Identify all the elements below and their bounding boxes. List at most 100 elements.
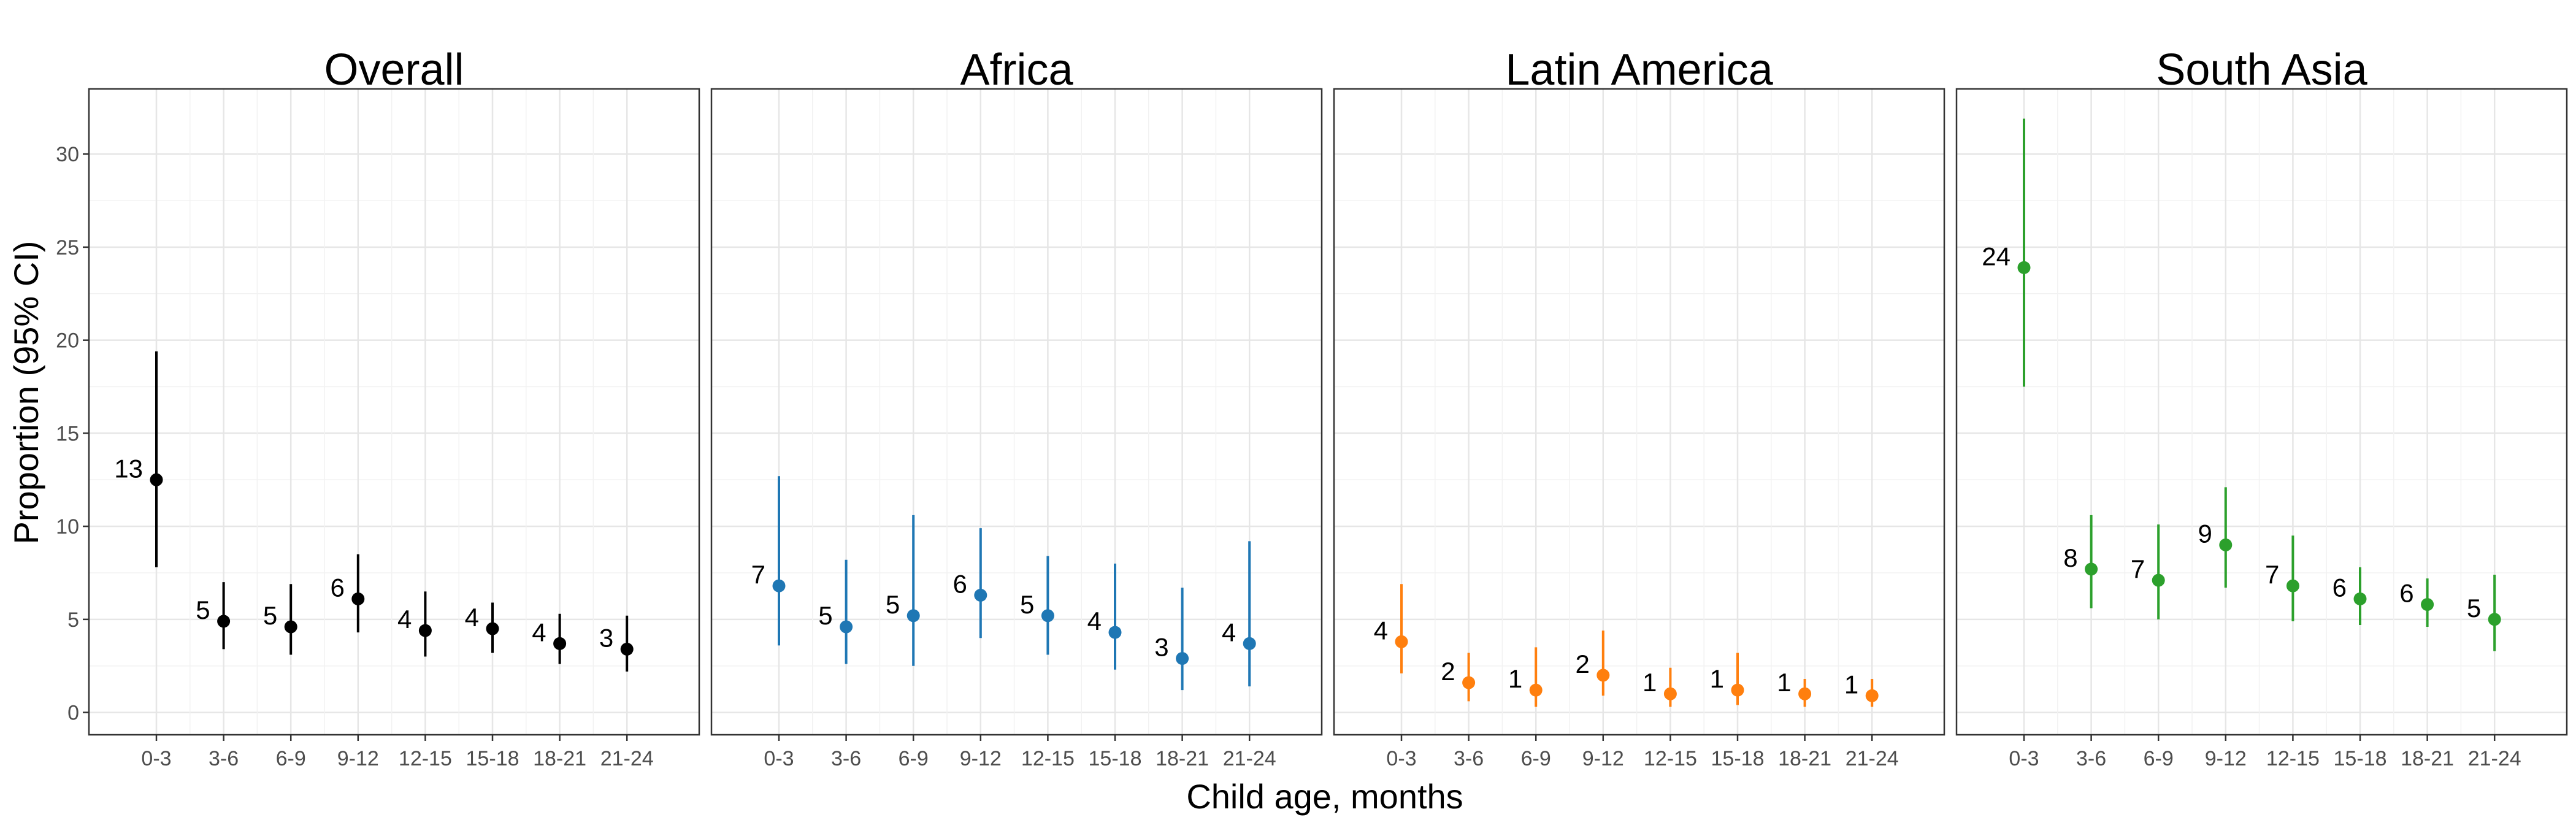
data-label: 7 xyxy=(2265,560,2279,589)
x-tick-label: 18-21 xyxy=(1156,747,1209,770)
data-point xyxy=(2219,538,2233,551)
data-label: 1 xyxy=(1710,664,1724,693)
data-label: 5 xyxy=(196,596,210,624)
data-label: 7 xyxy=(751,560,765,589)
data-label: 8 xyxy=(2063,543,2077,572)
panel-border xyxy=(1955,88,2568,736)
data-label: 6 xyxy=(2399,579,2413,608)
panel-title: South Asia xyxy=(2156,45,2367,94)
data-point xyxy=(2488,613,2501,626)
data-label: 1 xyxy=(1777,668,1791,697)
data-label: 4 xyxy=(1374,616,1388,645)
data-point xyxy=(1176,652,1189,665)
data-label: 5 xyxy=(1020,590,1034,619)
x-tick-label: 21-24 xyxy=(2468,747,2521,770)
x-tick-label: 6-9 xyxy=(2144,747,2174,770)
panel-border xyxy=(88,88,700,736)
x-tick-label: 21-24 xyxy=(1223,747,1276,770)
data-point xyxy=(1041,609,1054,623)
data-point xyxy=(1798,687,1812,700)
data-point xyxy=(2286,579,2299,592)
data-label: 6 xyxy=(953,569,967,598)
data-label: 5 xyxy=(2467,594,2481,623)
panel-border xyxy=(710,88,1323,736)
x-tick-label: 0-3 xyxy=(1386,747,1416,770)
data-point xyxy=(284,620,297,634)
data-point xyxy=(2085,562,2098,576)
y-tick-label: 15 xyxy=(56,422,79,445)
x-axis-title: Child age, months xyxy=(1186,777,1463,816)
data-point xyxy=(840,620,853,634)
panel-africa: 7 5 5 6 5 4 3 4 Africa 0-3 3-6 6-9 9-12 12-15 15-18 18-… xyxy=(710,45,1323,770)
y-tick-label: 10 xyxy=(56,515,79,539)
data-point xyxy=(1865,689,1879,702)
y-tick-label: 25 xyxy=(56,236,79,259)
data-label: 4 xyxy=(1087,607,1102,635)
data-point xyxy=(1108,626,1122,639)
x-tick-label: 6-9 xyxy=(899,747,929,770)
data-label: 6 xyxy=(330,573,344,602)
x-tick-label: 15-18 xyxy=(466,747,519,770)
data-label: 5 xyxy=(263,601,277,630)
data-point xyxy=(1597,669,1610,682)
data-point xyxy=(351,592,365,605)
x-tick-label: 15-18 xyxy=(1711,747,1765,770)
x-tick-label: 3-6 xyxy=(2076,747,2106,770)
panel-latin-america: 4 2 1 2 1 1 1 1 Latin America 0-3 3-6 6-9 9-12 12-15 1… xyxy=(1333,45,1945,770)
x-tick-label: 15-18 xyxy=(2334,747,2387,770)
x-tick-label: 6-9 xyxy=(1521,747,1551,770)
data-label: 4 xyxy=(532,618,546,646)
data-point xyxy=(2421,598,2434,611)
panel-overall: 13 5 5 6 4 4 4 3 Overall 0-3 3-6 6-9 9-12 12-15 15-18 1… xyxy=(88,45,700,770)
data-point xyxy=(1663,687,1677,700)
data-label: 4 xyxy=(1222,618,1236,646)
y-tick-label: 30 xyxy=(56,143,79,166)
y-tick-label: 5 xyxy=(67,608,79,632)
y-axis-title: Proportion (95% CI) xyxy=(7,241,45,545)
data-label: 6 xyxy=(2333,573,2347,602)
panel-background xyxy=(711,89,1322,735)
data-label: 1 xyxy=(1643,668,1657,697)
y-tick-label: 0 xyxy=(67,702,79,725)
panel-border xyxy=(1333,88,1945,736)
x-tick-label: 0-3 xyxy=(2009,747,2039,770)
data-label: 2 xyxy=(1441,657,1455,686)
x-tick-label: 21-24 xyxy=(1846,747,1899,770)
x-tick-label: 3-6 xyxy=(209,747,239,770)
x-tick-label: 12-15 xyxy=(2266,747,2320,770)
data-label: 1 xyxy=(1508,664,1522,693)
data-label: 4 xyxy=(397,605,412,634)
panel-title: Africa xyxy=(960,45,1073,94)
data-label: 9 xyxy=(2198,519,2212,548)
data-point xyxy=(1462,676,1476,689)
data-point xyxy=(1395,635,1408,648)
x-tick-label: 15-18 xyxy=(1089,747,1142,770)
panel-title: Overall xyxy=(324,45,464,94)
x-tick-label: 21-24 xyxy=(600,747,654,770)
data-point xyxy=(772,579,786,592)
data-point xyxy=(553,637,567,650)
panel-south-asia: 24 8 7 9 7 6 6 5 South Asia 0-3 3-6 6-9 9-12 12-15 15-… xyxy=(1955,45,2568,770)
x-tick-label: 12-15 xyxy=(1644,747,1697,770)
data-point xyxy=(486,622,499,635)
data-point xyxy=(217,615,231,628)
x-tick-label: 3-6 xyxy=(831,747,861,770)
x-tick-label: 0-3 xyxy=(141,747,171,770)
data-point xyxy=(2152,573,2165,587)
data-point xyxy=(2017,261,2031,274)
panel-title: Latin America xyxy=(1505,45,1773,94)
data-label: 5 xyxy=(886,590,900,619)
data-label: 3 xyxy=(599,623,613,652)
x-tick-label: 3-6 xyxy=(1454,747,1484,770)
x-tick-label: 9-12 xyxy=(1582,747,1624,770)
data-point xyxy=(1243,637,1256,650)
data-point xyxy=(1731,683,1744,697)
x-tick-label: 9-12 xyxy=(337,747,379,770)
data-label: 24 xyxy=(1982,242,2011,270)
x-tick-label: 9-12 xyxy=(2205,747,2247,770)
data-label: 1 xyxy=(1844,670,1858,699)
data-point xyxy=(150,473,163,486)
x-tick-label: 12-15 xyxy=(1021,747,1075,770)
